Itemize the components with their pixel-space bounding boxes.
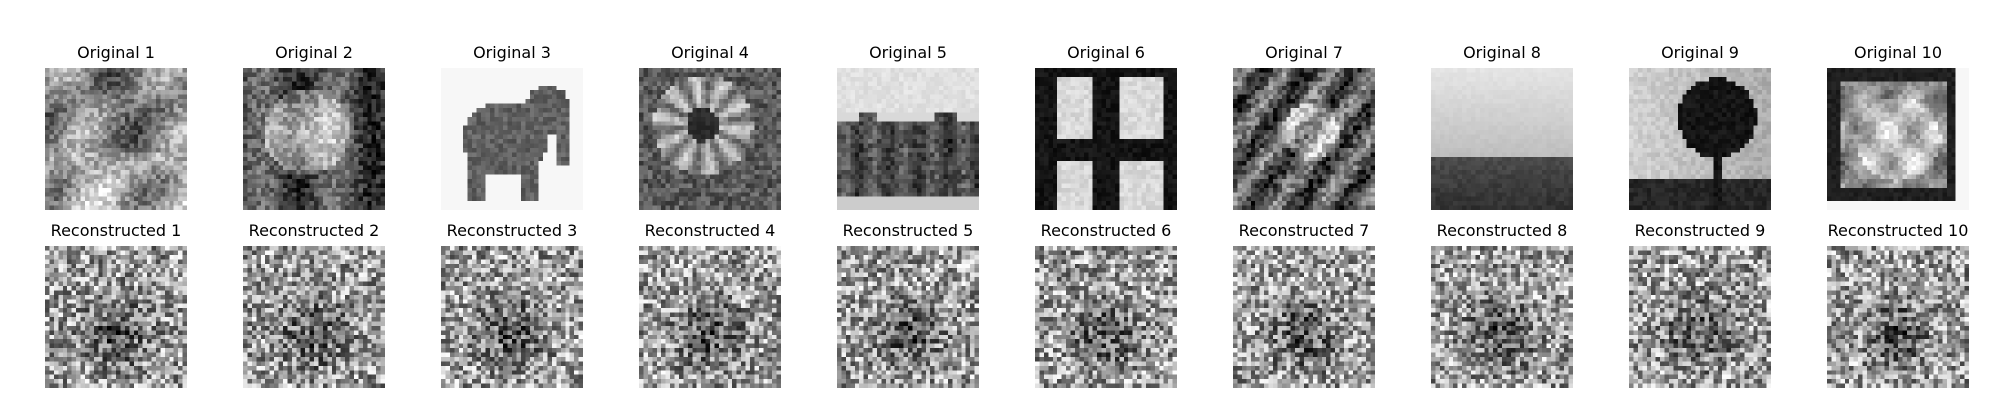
original-title-10: Original 10 <box>1787 44 2000 62</box>
reconstructed-title-4: Reconstructed 4 <box>599 222 821 240</box>
original-title-7: Original 7 <box>1193 44 1415 62</box>
original-image-9 <box>1629 68 1771 210</box>
reconstructed-image-9 <box>1629 246 1771 388</box>
reconstructed-title-8: Reconstructed 8 <box>1391 222 1613 240</box>
reconstructed-title-7: Reconstructed 7 <box>1193 222 1415 240</box>
reconstructed-image-5 <box>837 246 979 388</box>
original-title-3: Original 3 <box>401 44 623 62</box>
original-image-1 <box>45 68 187 210</box>
reconstructed-title-9: Reconstructed 9 <box>1589 222 1811 240</box>
original-title-2: Original 2 <box>203 44 425 62</box>
reconstructed-image-10 <box>1827 246 1969 388</box>
reconstructed-title-10: Reconstructed 10 <box>1787 222 2000 240</box>
reconstructed-title-1: Reconstructed 1 <box>5 222 227 240</box>
original-image-2 <box>243 68 385 210</box>
reconstructed-image-4 <box>639 246 781 388</box>
original-image-3 <box>441 68 583 210</box>
original-title-4: Original 4 <box>599 44 821 62</box>
reconstructed-title-6: Reconstructed 6 <box>995 222 1217 240</box>
original-image-5 <box>837 68 979 210</box>
original-title-6: Original 6 <box>995 44 1217 62</box>
reconstructed-title-5: Reconstructed 5 <box>797 222 1019 240</box>
original-title-5: Original 5 <box>797 44 1019 62</box>
reconstructed-image-6 <box>1035 246 1177 388</box>
original-title-1: Original 1 <box>5 44 227 62</box>
reconstructed-title-2: Reconstructed 2 <box>203 222 425 240</box>
reconstructed-image-8 <box>1431 246 1573 388</box>
reconstructed-image-1 <box>45 246 187 388</box>
original-image-6 <box>1035 68 1177 210</box>
original-image-10 <box>1827 68 1969 210</box>
original-title-8: Original 8 <box>1391 44 1613 62</box>
original-title-9: Original 9 <box>1589 44 1811 62</box>
reconstructed-image-2 <box>243 246 385 388</box>
original-image-7 <box>1233 68 1375 210</box>
reconstructed-image-7 <box>1233 246 1375 388</box>
original-image-4 <box>639 68 781 210</box>
reconstructed-title-3: Reconstructed 3 <box>401 222 623 240</box>
reconstructed-image-3 <box>441 246 583 388</box>
original-image-8 <box>1431 68 1573 210</box>
